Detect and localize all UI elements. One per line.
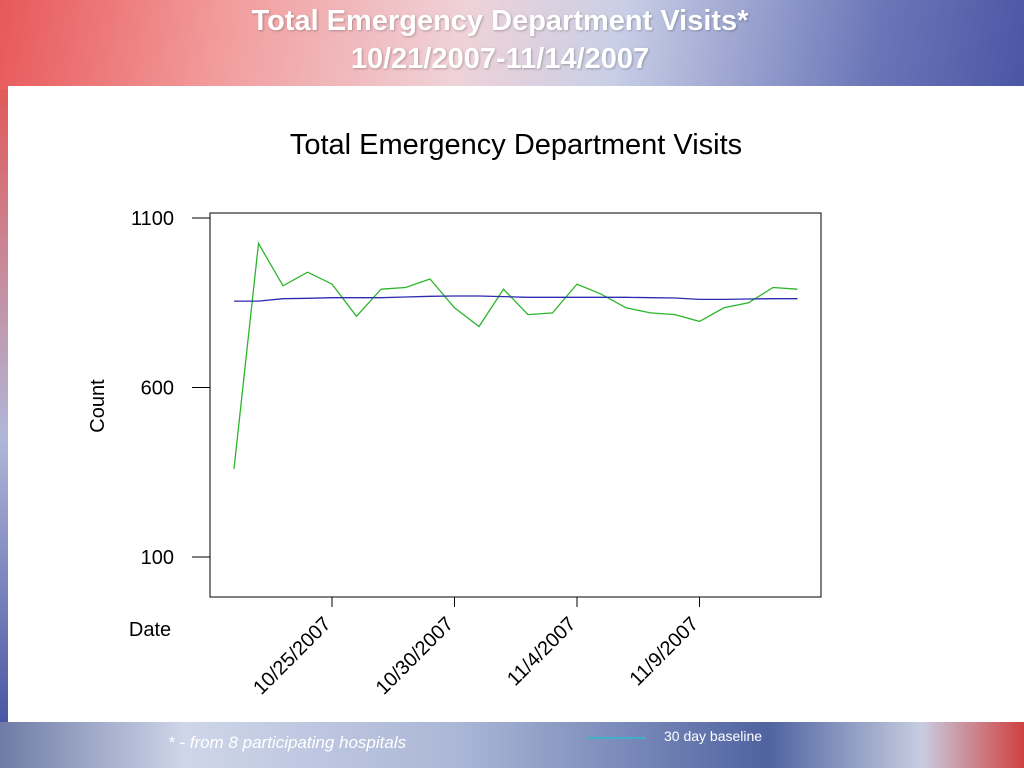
slide-title-line2: 10/21/2007-11/14/2007: [350, 43, 650, 75]
y-tick-label: 600: [141, 378, 174, 400]
slide-title-line1: Total Emergency Department Visits*: [251, 5, 749, 37]
title-band: [0, 0, 1024, 90]
footnote: * - from 8 participating hospitals: [168, 733, 407, 752]
chart-panel: Total Emergency Department Visits 100 600…: [8, 86, 1024, 724]
x-tick-label: 11/4/2007: [503, 613, 580, 690]
x-tick-label: 11/9/2007: [626, 613, 703, 690]
footer-band: [0, 722, 1024, 768]
y-axis-label: Count: [87, 379, 109, 433]
y-tick-label: 1100: [131, 208, 174, 230]
legend-line-swatch: [588, 737, 646, 739]
x-axis-label: Date: [129, 619, 171, 641]
y-tick-label: 100: [141, 547, 174, 569]
x-tick-label: 10/25/2007: [249, 613, 335, 699]
slide-title: Total Emergency Department Visits* 10/21…: [0, 2, 1000, 78]
y-axis: 100 600 1100: [131, 208, 210, 569]
chart-title: Total Emergency Department Visits: [290, 129, 742, 161]
plot-frame: [209, 212, 822, 598]
baseline-series-line: [234, 295, 798, 302]
series-layer: [233, 241, 798, 469]
decorative-strip: [0, 90, 8, 722]
line-chart: Total Emergency Department Visits 100 600…: [87, 129, 822, 699]
x-axis: 10/25/2007 10/30/2007 11/4/2007 11/9/2007: [249, 597, 703, 699]
x-tick-label: 10/30/2007: [372, 613, 458, 699]
legend-label: 30 day baseline: [664, 728, 763, 744]
visits-series-line: [233, 241, 798, 469]
